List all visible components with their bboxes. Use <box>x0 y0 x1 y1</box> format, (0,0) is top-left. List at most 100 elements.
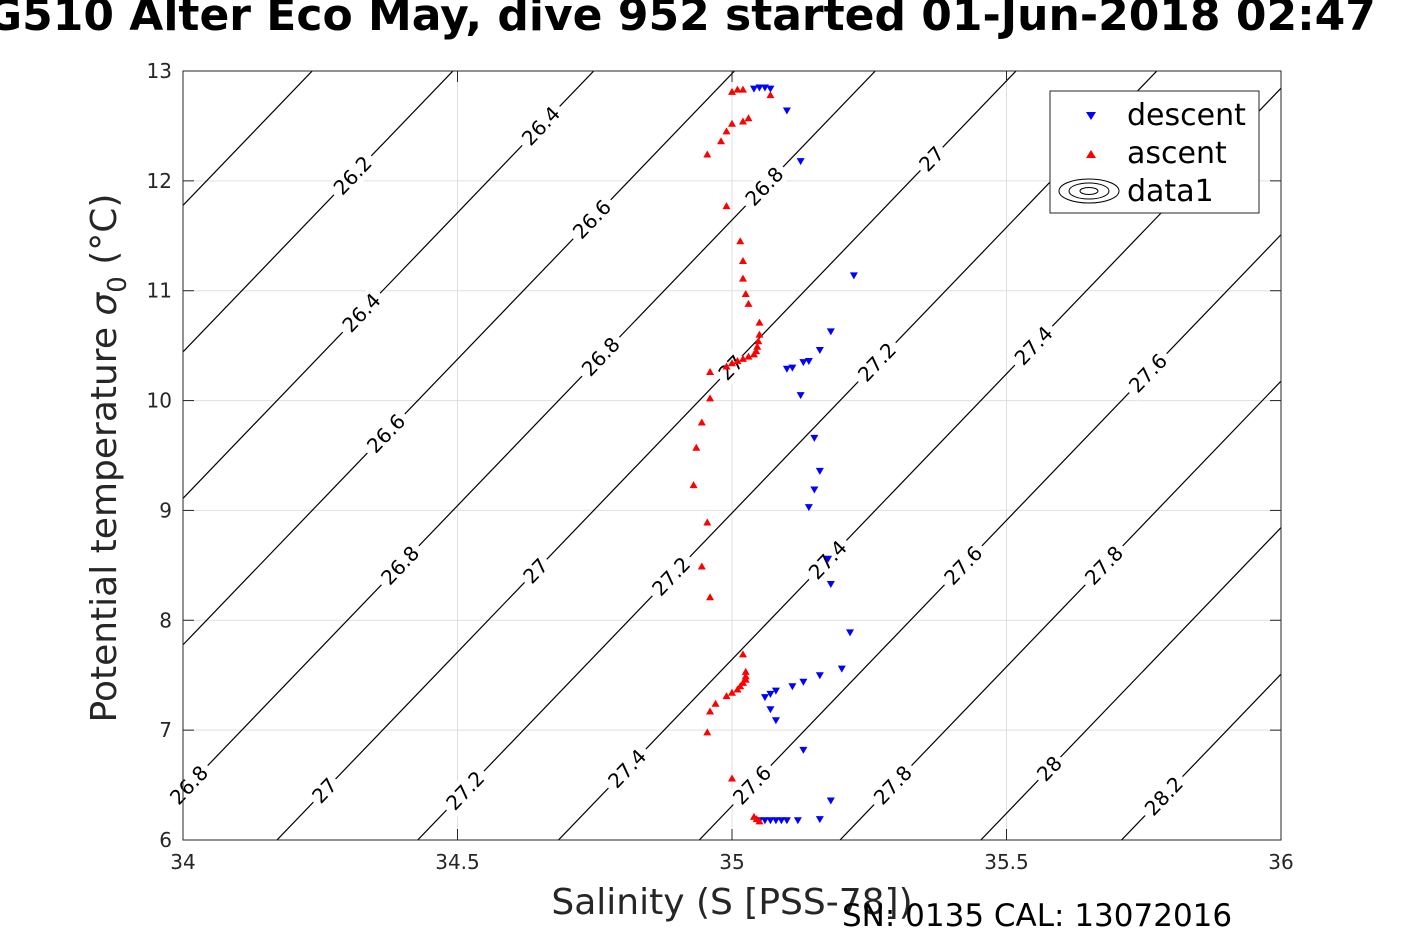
contour-label-background <box>1120 345 1176 401</box>
descent-point <box>766 690 775 698</box>
x-tick-label: 35 <box>719 850 744 874</box>
descent-point <box>799 678 808 686</box>
descent-point <box>810 486 819 494</box>
axis-ticks <box>182 70 1282 841</box>
x-tick-label: 35.5 <box>984 850 1029 874</box>
ascent-point <box>703 518 712 526</box>
y-tick-label: 10 <box>147 389 172 413</box>
isopycnal-line <box>183 71 877 793</box>
ascent-point <box>744 352 753 360</box>
descent-point <box>782 365 791 373</box>
ascent-point <box>706 368 715 376</box>
contour-label-background <box>304 770 345 811</box>
contour-label-background <box>724 757 780 813</box>
contour-label-background <box>573 328 629 385</box>
contour-label-background <box>437 762 493 819</box>
contour-label-background <box>599 740 655 797</box>
ascent-point <box>697 418 706 426</box>
y-tick-label: 12 <box>147 169 172 193</box>
legend-ascent-marker <box>1086 150 1096 158</box>
legend-descent-label: descent <box>1127 98 1246 133</box>
descent-point <box>826 797 835 805</box>
ascent-point <box>706 593 715 601</box>
contour-label-background <box>849 334 905 390</box>
contour-label-background <box>737 158 792 215</box>
descent-point <box>771 817 780 825</box>
y-axis-label-subscript: 0 <box>103 276 133 293</box>
descent-point <box>760 817 769 825</box>
contour-label-background <box>935 537 991 594</box>
ascent-point <box>728 87 736 95</box>
contour-label-background <box>1076 537 1132 594</box>
ascent-point <box>689 481 698 489</box>
ascent-point <box>728 359 736 367</box>
ascent-point <box>722 362 731 370</box>
y-axis-label-unit: (°C) <box>84 194 125 265</box>
x-tick-label: 34 <box>170 850 195 874</box>
ascent-point <box>755 817 764 825</box>
descent-point <box>782 107 791 115</box>
contour-label-background <box>564 191 620 248</box>
y-tick-label: 13 <box>147 59 172 83</box>
ascent-point <box>728 119 736 127</box>
ascent-point <box>753 342 762 350</box>
descent-point <box>755 84 764 92</box>
contour-label-background <box>515 550 556 591</box>
isopycnal-line <box>183 71 313 207</box>
y-axis-label-text: Potential temperature <box>84 327 125 722</box>
ascent-point <box>703 728 712 736</box>
ascent-point <box>766 91 775 99</box>
y-tick-label: 6 <box>159 828 172 852</box>
descent-point <box>788 683 797 691</box>
isopycnal-line <box>183 71 595 500</box>
descent-point <box>815 672 824 680</box>
descent-point <box>766 706 775 714</box>
contour-label-background <box>711 347 751 388</box>
contour-label-background <box>1029 748 1070 789</box>
ascent-point <box>728 688 736 696</box>
descent-point <box>826 328 835 336</box>
descent-point <box>846 629 855 637</box>
descent-point <box>749 85 758 93</box>
descent-point <box>782 817 791 825</box>
serial-calibration-note: SN: 0135 CAL: 13072016 <box>842 898 1233 934</box>
ascent-series <box>689 85 775 825</box>
ascent-point <box>697 562 706 570</box>
ascent-point <box>754 337 763 345</box>
data-series <box>689 84 858 825</box>
legend-contour-icon <box>1058 178 1120 204</box>
descent-point <box>796 158 805 166</box>
ascent-point <box>692 443 701 451</box>
descent-point <box>796 392 805 400</box>
y-tick-label: 9 <box>159 498 172 522</box>
descent-point <box>799 359 808 367</box>
ascent-point <box>738 650 747 658</box>
descent-point <box>815 467 824 475</box>
ascent-point <box>749 350 758 358</box>
descent-point <box>760 694 769 702</box>
ascent-point <box>711 699 720 707</box>
descent-point <box>824 555 833 563</box>
descent-point <box>777 817 786 825</box>
isopycnal-line <box>839 380 1281 840</box>
contour-label-background <box>865 757 921 813</box>
descent-series <box>749 84 858 825</box>
y-tick-labels: 6 7 8 9 10 11 12 13 <box>147 59 172 852</box>
y-tick-label: 7 <box>159 718 172 742</box>
ascent-point <box>744 114 753 122</box>
isopycnal-line <box>1120 673 1281 840</box>
ascent-point <box>741 290 750 298</box>
descent-point <box>815 347 824 355</box>
descent-point <box>766 85 775 93</box>
isopycnal-line <box>698 233 1281 840</box>
ascent-point <box>744 299 753 307</box>
contour-label-background <box>358 405 414 462</box>
contour-label-background <box>325 147 380 204</box>
contour-label-background <box>161 757 217 813</box>
y-tick-label: 11 <box>147 279 172 303</box>
ascent-point <box>703 150 712 158</box>
ascent-point <box>706 394 715 402</box>
ascent-point <box>717 137 726 145</box>
ascent-point <box>741 667 750 675</box>
